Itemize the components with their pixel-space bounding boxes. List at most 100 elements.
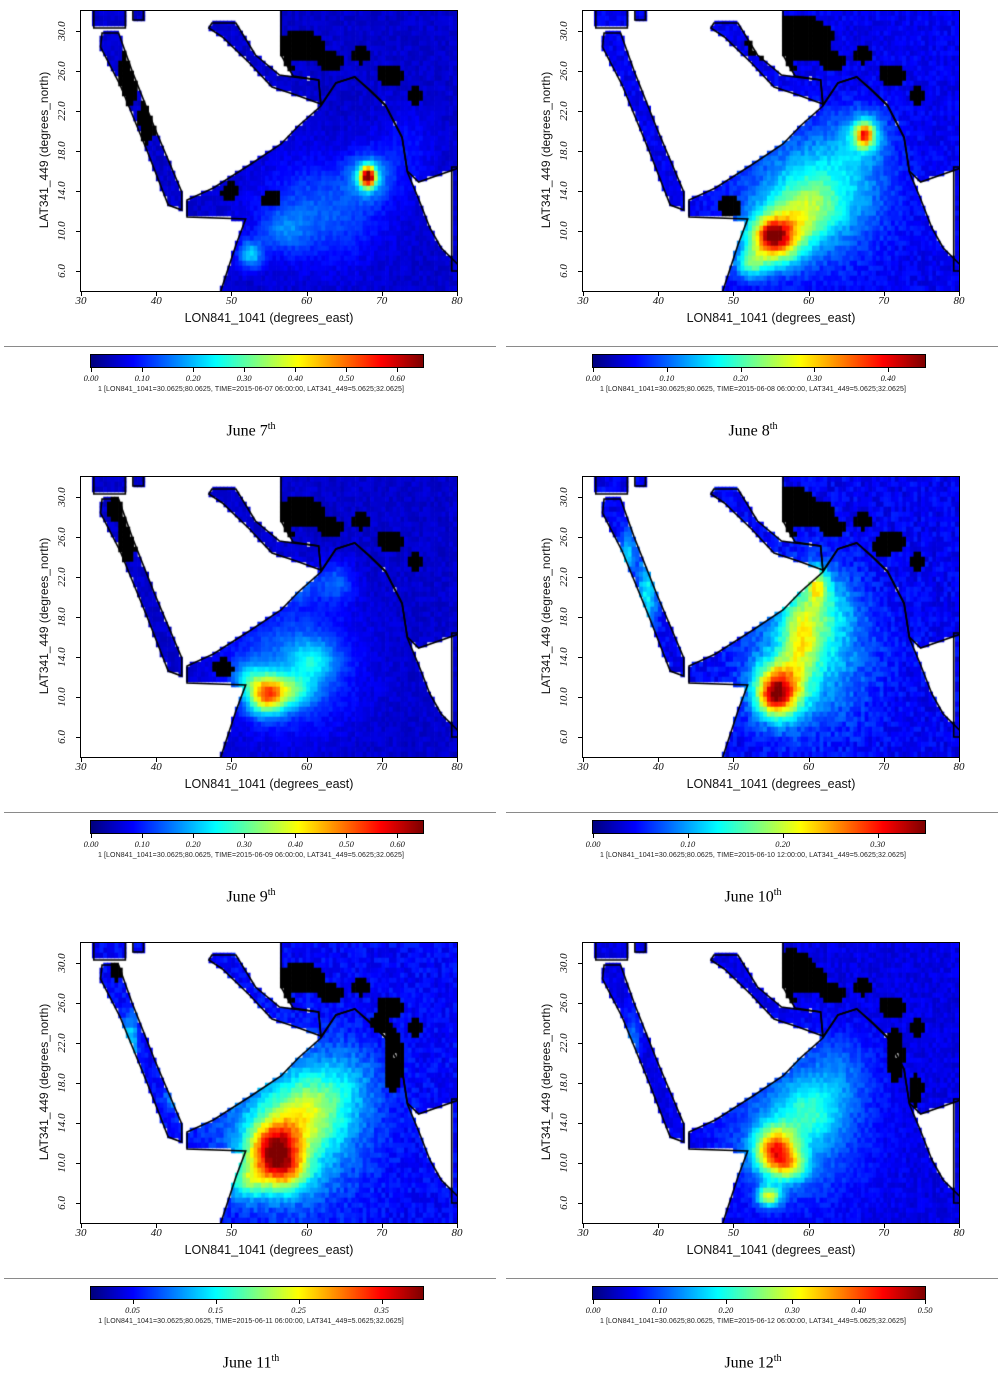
- colorbar-tick-label: 0.10: [134, 839, 150, 849]
- panel-june-9: LAT341_449 (degrees_north) LON841_1041 (…: [0, 466, 502, 932]
- y-tick-label: 22.0: [56, 567, 68, 587]
- colorbar-tick-mark: [91, 834, 92, 838]
- y-tick-label: 26.0: [56, 527, 68, 547]
- x-tick-mark: [306, 1224, 308, 1228]
- x-tick-mark: [457, 758, 458, 762]
- colorbar-tick-mark: [782, 834, 784, 838]
- x-tick-mark: [808, 758, 810, 762]
- x-tick-label: 80: [451, 1227, 463, 1239]
- x-tick-label: 80: [451, 761, 463, 773]
- x-tick-label: 60: [301, 1227, 313, 1239]
- plot-caption: 1 [LON841_1041=30.0625;80.0625, TIME=201…: [599, 386, 907, 393]
- date-ordinal: th: [773, 887, 782, 898]
- x-tick-label: 50: [727, 295, 739, 307]
- date-text: June 10: [724, 888, 774, 906]
- colorbar-tick-mark: [740, 368, 742, 372]
- y-tick-label: 14.0: [558, 1113, 570, 1133]
- divider-line: [506, 1278, 998, 1279]
- x-tick-label: 40: [652, 1227, 664, 1239]
- date-label: June 11th: [0, 1353, 502, 1372]
- x-tick-mark: [381, 758, 383, 762]
- x-tick-mark: [583, 292, 584, 296]
- y-tick-label: 22.0: [56, 101, 68, 121]
- x-tick-label: 70: [376, 1227, 388, 1239]
- y-tick-label: 6.0: [56, 730, 68, 744]
- y-axis-label: LAT341_449 (degrees_north): [539, 1003, 553, 1161]
- y-tick-mark: [578, 497, 582, 498]
- y-tick-label: 22.0: [56, 1033, 68, 1053]
- colorbar-tick-label: 0.50: [338, 839, 354, 849]
- x-tick-mark: [231, 1224, 233, 1228]
- plot-caption: 1 [LON841_1041=30.0625;80.0625, TIME=201…: [98, 1318, 404, 1325]
- colorbar-tick-mark: [593, 368, 594, 372]
- x-tick-mark: [658, 758, 660, 762]
- date-ordinal: th: [267, 421, 276, 432]
- x-tick-mark: [156, 292, 158, 296]
- plot-caption: 1 [LON841_1041=30.0625;80.0625, TIME=201…: [599, 852, 907, 859]
- x-tick-mark: [583, 1224, 584, 1228]
- y-axis-label: LAT341_449 (degrees_north): [539, 537, 553, 695]
- colorbar-tick-mark: [814, 368, 816, 372]
- y-axis-label: LAT341_449 (degrees_north): [37, 71, 51, 229]
- y-tick-label: 10.0: [558, 221, 570, 241]
- y-tick-mark: [76, 963, 80, 964]
- y-tick-label: 6.0: [56, 264, 68, 278]
- x-tick-mark: [959, 1224, 960, 1228]
- x-tick-mark: [733, 758, 735, 762]
- colorbar-tick-label: 0.50: [917, 1305, 933, 1315]
- colorbar-tick-label: 0.00: [585, 373, 601, 383]
- x-tick-mark: [658, 1224, 660, 1228]
- colorbar-tick-mark: [295, 368, 297, 372]
- y-tick-label: 6.0: [558, 264, 570, 278]
- y-tick-label: 30.0: [558, 953, 570, 973]
- colorbar-canvas: [592, 820, 926, 834]
- x-tick-label: 40: [150, 295, 162, 307]
- colorbar-tick-mark: [215, 1300, 217, 1304]
- x-tick-label: 40: [150, 1227, 162, 1239]
- x-axis-label: LON841_1041 (degrees_east): [184, 1243, 354, 1257]
- y-tick-label: 10.0: [56, 687, 68, 707]
- colorbar-tick-label: 0.20: [185, 839, 201, 849]
- x-tick-label: 60: [301, 761, 313, 773]
- x-tick-label: 70: [878, 1227, 890, 1239]
- y-tick-label: 10.0: [558, 1153, 570, 1173]
- y-tick-label: 26.0: [558, 527, 570, 547]
- x-tick-label: 40: [150, 761, 162, 773]
- y-tick-label: 18.0: [56, 607, 68, 627]
- plot-caption: 1 [LON841_1041=30.0625;80.0625, TIME=201…: [97, 852, 405, 859]
- y-tick-label: 22.0: [558, 101, 570, 121]
- date-label: June 10th: [502, 887, 1004, 906]
- panel-june-7: LAT341_449 (degrees_north) LON841_1041 (…: [0, 0, 502, 466]
- x-tick-label: 80: [451, 295, 463, 307]
- panel-june-12: LAT341_449 (degrees_north) LON841_1041 (…: [502, 932, 1004, 1397]
- plot-caption: 1 [LON841_1041=30.0625;80.0625, TIME=201…: [97, 386, 405, 393]
- y-tick-label: 14.0: [558, 647, 570, 667]
- x-tick-mark: [156, 1224, 158, 1228]
- date-ordinal: th: [271, 1353, 280, 1364]
- colorbar-tick-mark: [593, 1300, 594, 1304]
- y-tick-mark: [76, 271, 80, 272]
- y-tick-label: 18.0: [56, 1073, 68, 1093]
- y-tick-mark: [76, 737, 80, 738]
- x-tick-label: 50: [727, 1227, 739, 1239]
- x-tick-label: 60: [803, 1227, 815, 1239]
- colorbar-tick-label: 0.20: [733, 373, 748, 383]
- x-tick-mark: [306, 292, 308, 296]
- date-text: June 9: [226, 888, 268, 906]
- x-tick-label: 70: [878, 295, 890, 307]
- colorbar-tick-mark: [397, 834, 399, 838]
- y-tick-label: 10.0: [56, 1153, 68, 1173]
- x-tick-label: 30: [75, 1227, 87, 1239]
- x-tick-mark: [808, 292, 810, 296]
- y-tick-label: 18.0: [558, 141, 570, 161]
- y-tick-mark: [578, 111, 582, 112]
- colorbar-tick-label: 0.40: [880, 373, 896, 383]
- colorbar-tick-mark: [877, 834, 879, 838]
- y-tick-mark: [578, 657, 582, 658]
- x-axis-label: LON841_1041 (degrees_east): [686, 777, 856, 791]
- y-tick-mark: [578, 191, 582, 192]
- colorbar-tick-mark: [346, 834, 348, 838]
- colorbar-tick-mark: [659, 1300, 661, 1304]
- x-tick-label: 80: [953, 1227, 965, 1239]
- y-tick-mark: [76, 497, 80, 498]
